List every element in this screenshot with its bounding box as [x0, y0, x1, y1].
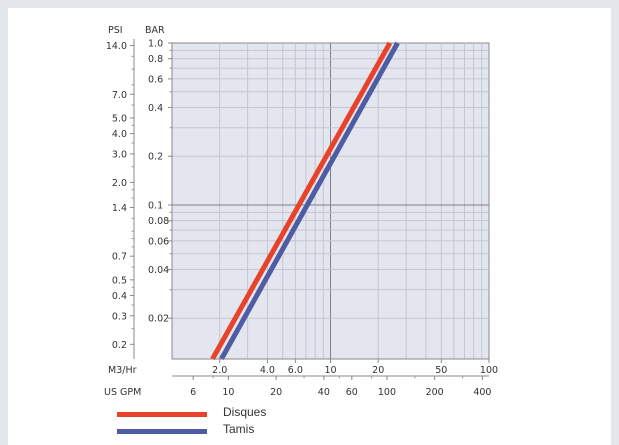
bar-tick-label: 0.8	[148, 54, 163, 65]
psi-tick-label: 0.2	[112, 340, 127, 351]
gpm-tick-label: 200	[426, 387, 444, 398]
m3hr-tick-label: 100	[480, 365, 498, 376]
psi-tick-label: 0.3	[112, 311, 127, 322]
psi-tick-label: 1.4	[112, 203, 127, 214]
pressure-loss-chart: 1.0 0.8 0.6 0.4 0.2 0.1 0.08 0.06 0.04 0.02 14.0 7.…	[104, 25, 498, 399]
gpm-axis-header: US GPM	[104, 387, 141, 398]
m3hr-tick-label: 2.0	[212, 365, 227, 376]
psi-tick-label: 4.0	[112, 129, 127, 140]
psi-tick-label: 0.4	[112, 291, 127, 302]
psi-tick-label: 5.0	[112, 113, 127, 124]
psi-tick-label: 14.0	[106, 41, 127, 52]
m3hr-tick-label: 10	[324, 365, 336, 376]
bar-tick-label: 0.06	[148, 236, 169, 247]
bar-tick-label: 0.08	[148, 216, 169, 227]
bar-tick-label: 0.02	[148, 314, 169, 325]
bar-tick-label: 0.04	[148, 265, 169, 276]
m3hr-tick-label: 4.0	[260, 365, 275, 376]
psi-tick-label: 3.0	[112, 149, 127, 160]
psi-tick-label: 0.7	[112, 252, 127, 263]
psi-tick-label: 0.5	[112, 275, 127, 286]
m3hr-tick-label: 20	[372, 365, 384, 376]
bar-tick-label: 1.0	[148, 39, 163, 50]
m3hr-tick-label: 6.0	[288, 365, 303, 376]
axis-layer: 1.0 0.8 0.6 0.4 0.2 0.1 0.08 0.06 0.04 0.02 14.0 7.…	[106, 39, 498, 399]
gpm-tick-label: 60	[346, 387, 358, 398]
psi-tick-label: 7.0	[112, 90, 127, 101]
bar-tick-label: 0.4	[148, 103, 163, 114]
chart-card: 1.0 0.8 0.6 0.4 0.2 0.1 0.08 0.06 0.04 0.02 14.0 7.…	[8, 8, 611, 445]
bar-axis-header: BAR	[145, 25, 165, 36]
psi-axis-header: PSI	[108, 25, 123, 36]
bar-tick-label: 0.2	[148, 152, 163, 163]
series-line-disques	[210, 41, 393, 361]
psi-tick-label: 2.0	[112, 178, 127, 189]
bar-tick-label: 0.6	[148, 74, 163, 85]
gpm-tick-label: 20	[270, 387, 282, 398]
m3hr-tick-label: 50	[435, 365, 447, 376]
series-line-tamis	[219, 41, 400, 361]
bar-tick-label: 0.1	[148, 200, 163, 211]
series-layer	[210, 41, 400, 361]
gpm-tick-label: 100	[378, 387, 396, 398]
m3hr-axis-header: M3/Hr	[108, 365, 137, 376]
gpm-tick-label: 40	[318, 387, 330, 398]
grid	[172, 43, 489, 359]
gpm-tick-label: 10	[222, 387, 234, 398]
gpm-tick-label: 6	[190, 387, 196, 398]
gpm-tick-label: 400	[473, 387, 491, 398]
